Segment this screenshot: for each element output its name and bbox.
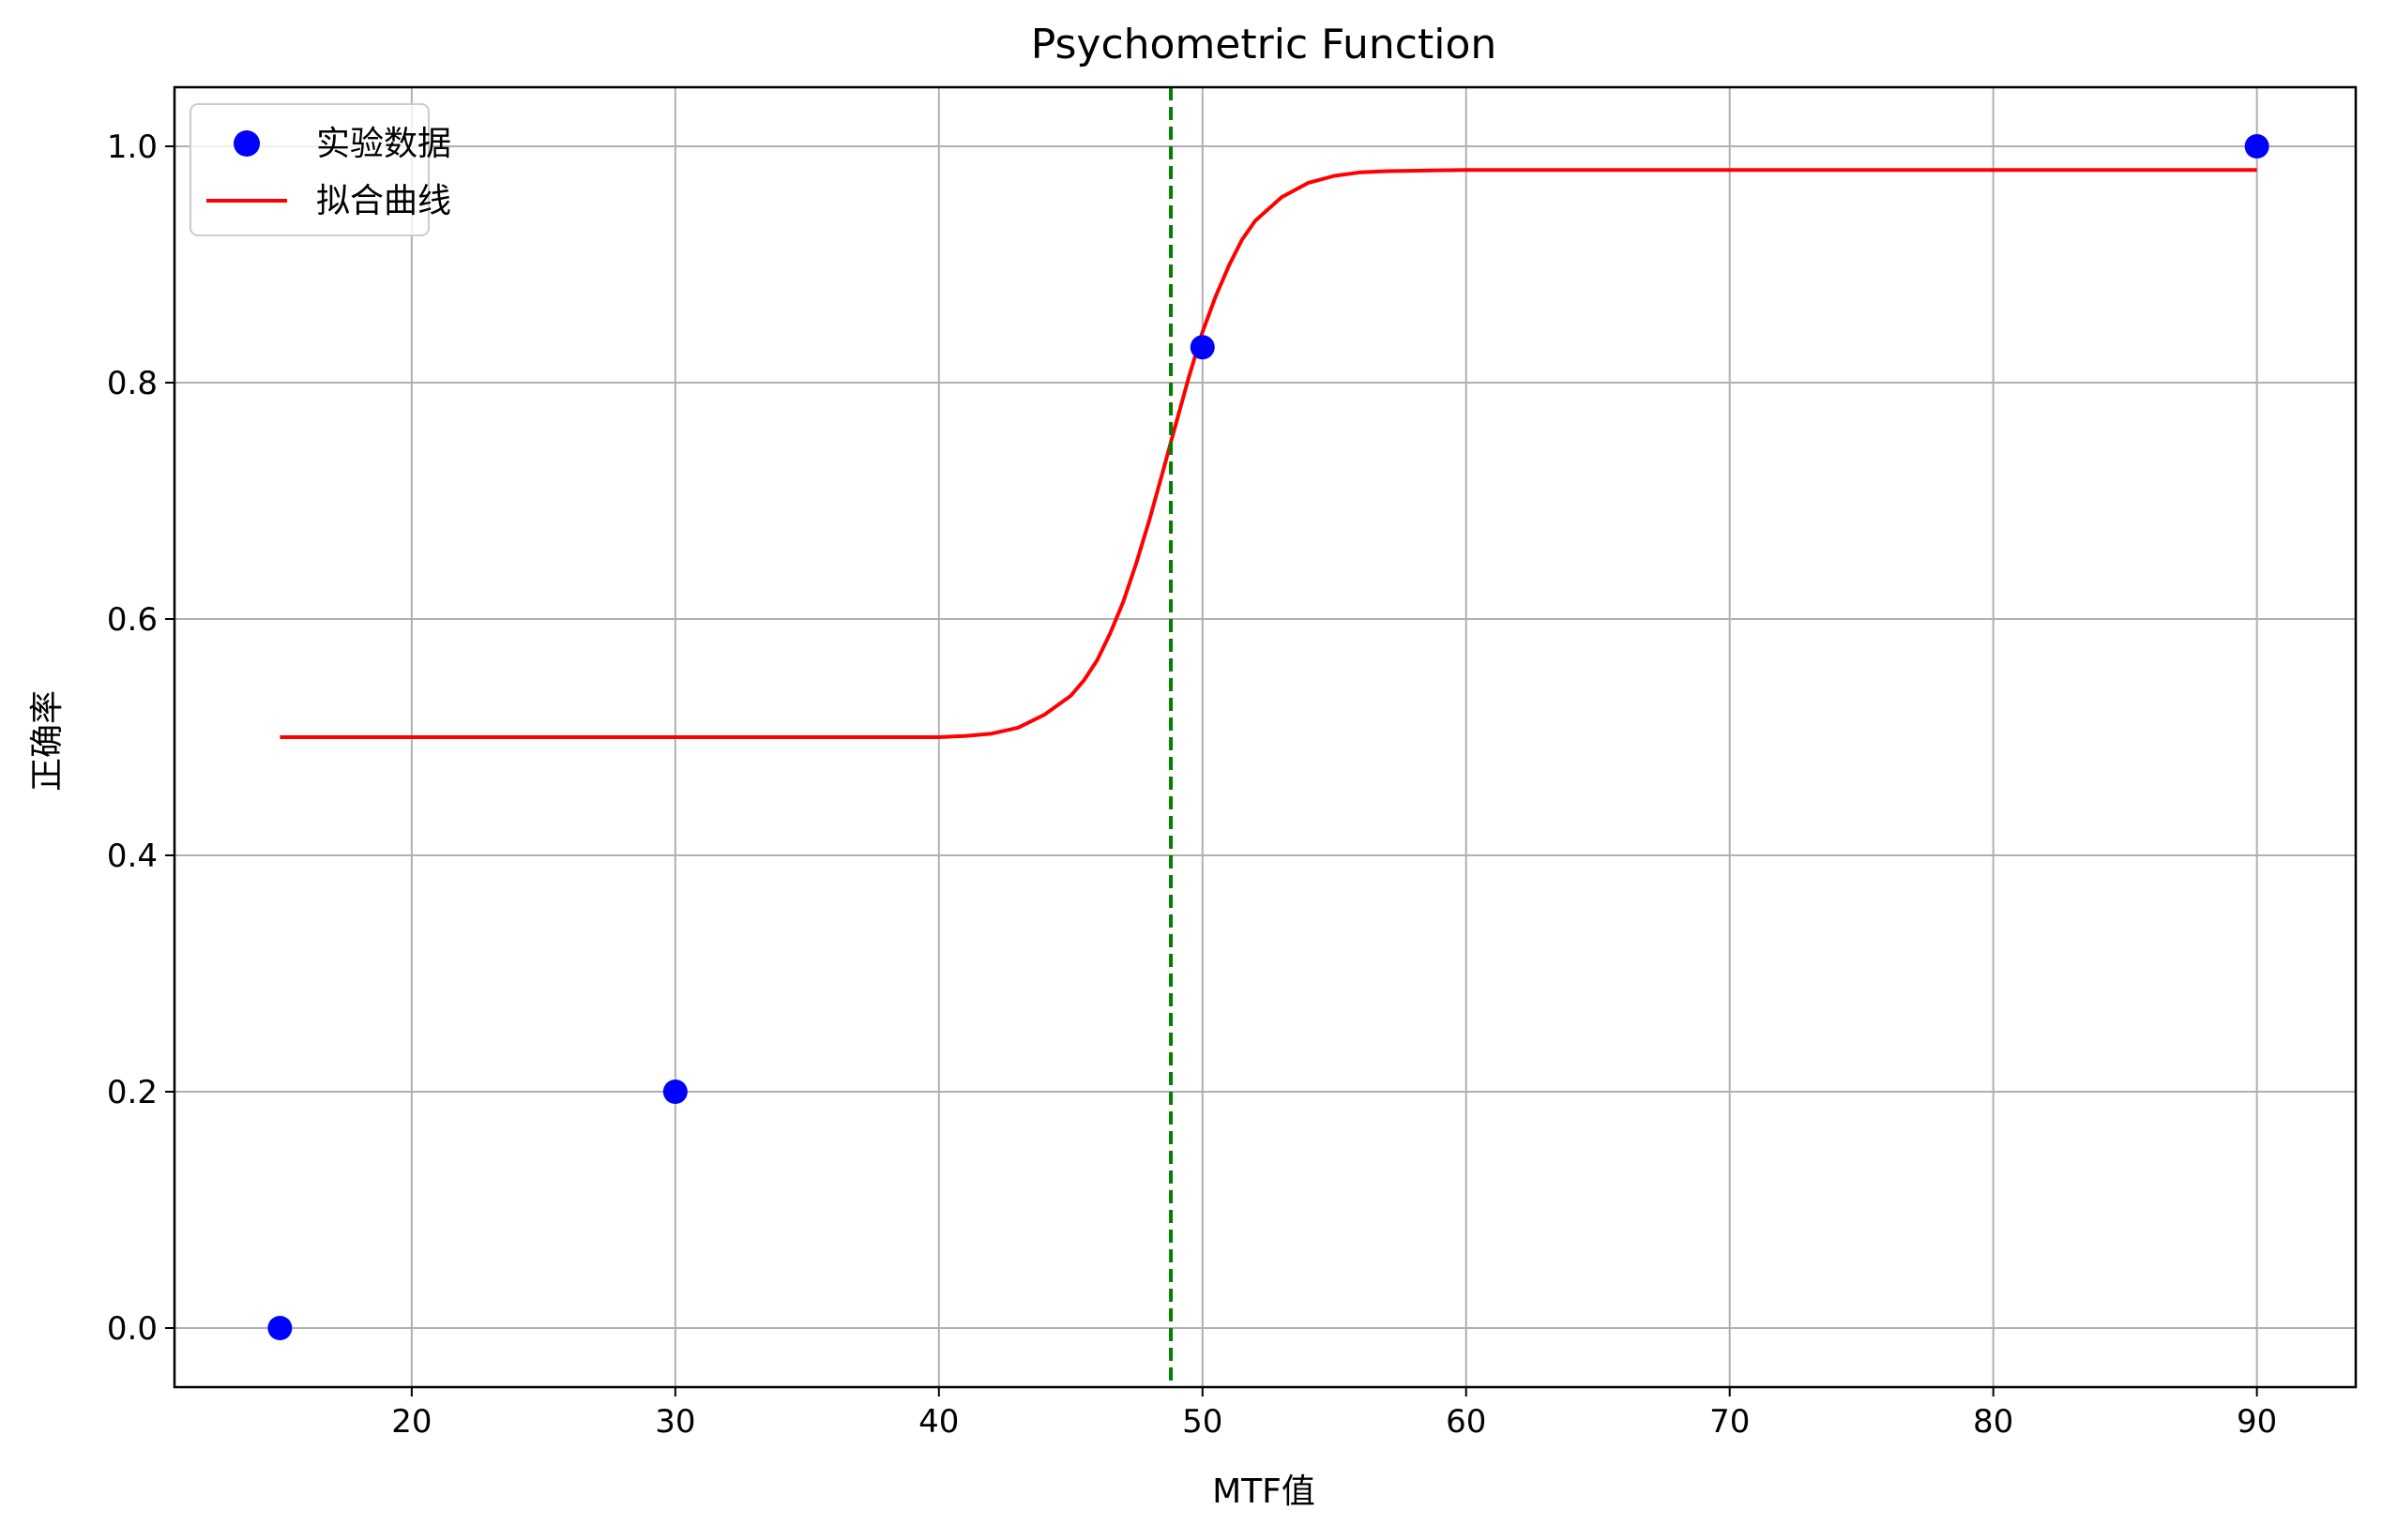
y-tick-label: 0.6 [107,601,158,639]
plot-series [267,87,2269,1387]
y-axis-label: 正确率 [28,690,67,792]
y-tick-label: 0.8 [107,365,158,402]
data-point [2244,134,2269,159]
x-tick-label: 50 [1182,1403,1222,1441]
axis-ticks: 20 30 40 50 60 70 80 90 0.0 0.2 0.4 0.6 0.8 1.0 [107,128,2277,1441]
data-point [1190,335,1215,360]
x-axis-label: MTF值 [1212,1472,1315,1511]
y-tick-label: 1.0 [107,128,158,166]
fit-curve-line [280,168,2257,739]
legend-label-fit: 拟合曲线 [316,182,451,220]
x-tick-label: 90 [2237,1403,2277,1441]
legend: 实验数据 拟合曲线 [190,103,451,236]
x-tick-label: 60 [1446,1403,1486,1441]
y-tick-label: 0.4 [107,838,158,875]
x-tick-label: 30 [655,1403,695,1441]
x-tick-label: 70 [1709,1403,1750,1441]
x-tick-label: 40 [918,1403,959,1441]
legend-marker-experimental [234,130,260,157]
chart-title: Psychometric Function [1031,21,1497,68]
data-point [267,1316,293,1340]
y-tick-label: 0.0 [107,1310,158,1348]
legend-label-experimental: 实验数据 [316,125,451,163]
x-tick-label: 20 [391,1403,432,1441]
plot-frame [173,85,2358,1389]
y-tick-label: 0.2 [107,1074,158,1111]
x-tick-label: 80 [1973,1403,2013,1441]
data-point [662,1080,688,1104]
